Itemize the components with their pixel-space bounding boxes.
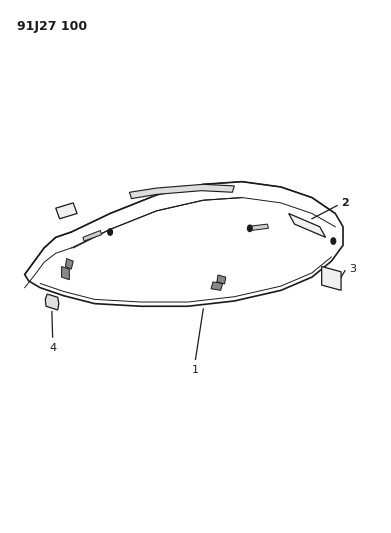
- Text: 91J27 100: 91J27 100: [17, 20, 87, 33]
- Text: 4: 4: [49, 343, 56, 353]
- Text: 2: 2: [341, 198, 349, 208]
- Polygon shape: [289, 214, 326, 237]
- Polygon shape: [61, 266, 69, 280]
- Circle shape: [248, 225, 252, 231]
- Circle shape: [108, 229, 113, 235]
- Polygon shape: [56, 203, 77, 219]
- Text: 3: 3: [349, 264, 356, 274]
- Polygon shape: [25, 182, 343, 306]
- Polygon shape: [322, 266, 341, 290]
- Polygon shape: [129, 184, 234, 199]
- Polygon shape: [65, 259, 73, 269]
- Text: 1: 1: [192, 365, 199, 375]
- Polygon shape: [217, 275, 226, 284]
- Polygon shape: [83, 230, 102, 241]
- Polygon shape: [250, 224, 269, 230]
- Polygon shape: [45, 294, 59, 310]
- Polygon shape: [211, 282, 223, 290]
- Circle shape: [331, 238, 335, 244]
